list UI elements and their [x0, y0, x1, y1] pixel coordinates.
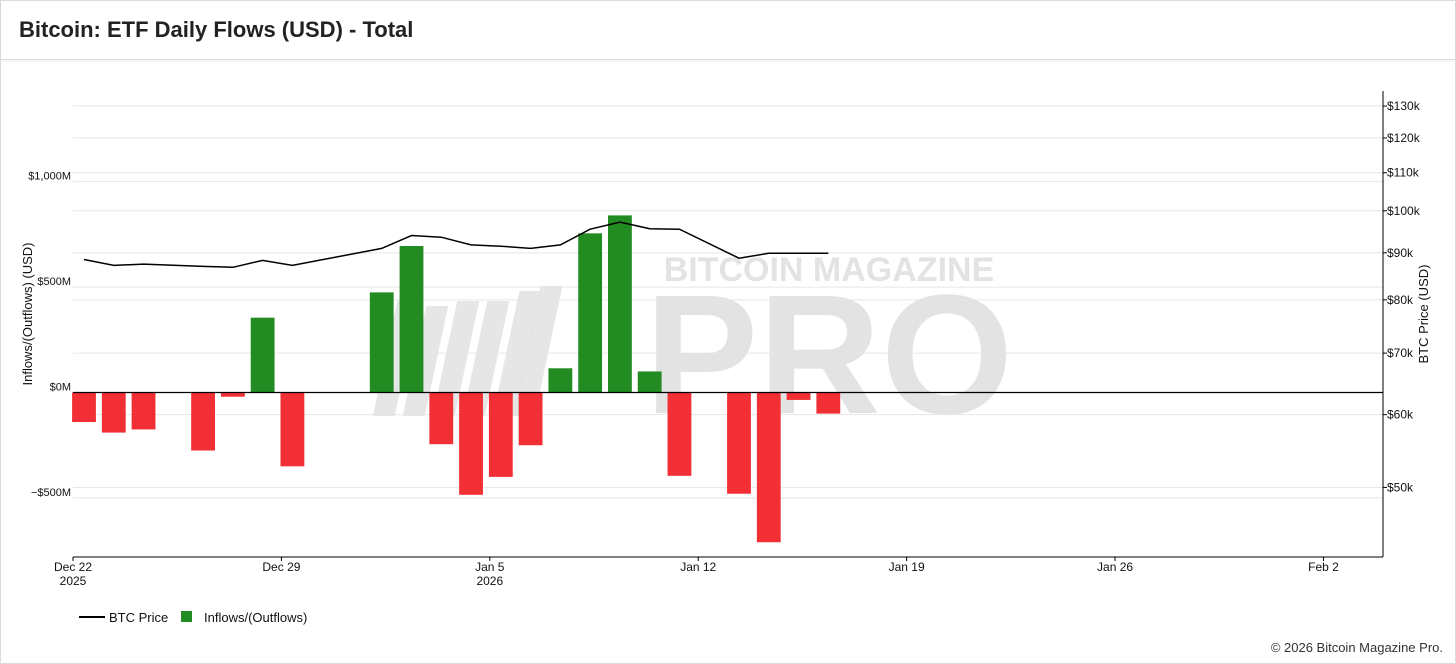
y-tick-label: $0M — [50, 382, 71, 394]
btc-price-series[interactable] — [83, 221, 829, 269]
x-tick-label: Dec 22 — [54, 560, 92, 574]
title-bar: Bitcoin: ETF Daily Flows (USD) - Total — [1, 1, 1455, 60]
watermark-main-text: PRO — [645, 260, 1013, 450]
flow-bar[interactable] — [72, 392, 96, 423]
x-tick-label: Feb 2 — [1308, 560, 1339, 574]
btc-price-line[interactable] — [83, 221, 829, 269]
watermark-top-text: BITCOIN MAGAZINE — [664, 251, 995, 289]
flow-bar[interactable] — [816, 392, 841, 414]
x-tick-label: Jan 19 — [889, 560, 925, 574]
flow-bar[interactable] — [548, 368, 573, 393]
legend[interactable]: BTC Price Inflows/(Outflows) — [79, 610, 307, 625]
y2-tick-label: $120k — [1387, 131, 1421, 145]
flow-bar[interactable] — [131, 392, 156, 430]
watermark-stripe — [512, 286, 563, 416]
y2-tick-label: $110k — [1387, 166, 1420, 180]
watermark-stripe — [462, 301, 510, 416]
x-tick-label: Jan 5 — [475, 560, 505, 574]
axes: $1,000M $500M $0M −$500M $130k $120k $110k $100… — [20, 91, 1431, 588]
copyright-text: © 2026 Bitcoin Magazine Pro. — [1270, 640, 1443, 655]
flow-bar[interactable] — [727, 392, 751, 494]
flow-bar[interactable] — [369, 292, 394, 393]
x-tick-sublabel: 2026 — [476, 574, 503, 588]
flow-bars[interactable] — [72, 215, 841, 543]
watermark-stripe — [432, 301, 480, 416]
flow-bar[interactable] — [667, 392, 692, 476]
legend-swatch-flows[interactable] — [181, 611, 192, 622]
y-axis-title: Inflows/(Outflows) (USD) — [20, 242, 35, 385]
flow-bar[interactable] — [756, 392, 781, 543]
y2-tick-label: $60k — [1387, 408, 1414, 422]
y2-tick-label: $70k — [1387, 346, 1414, 360]
flow-bar[interactable] — [399, 245, 424, 393]
flow-bar[interactable] — [191, 392, 215, 451]
y2-tick-label: $100k — [1387, 204, 1421, 218]
legend-label-flows[interactable]: Inflows/(Outflows) — [204, 610, 307, 625]
y2-tick-label: $80k — [1387, 293, 1414, 307]
flow-bar[interactable] — [578, 233, 603, 393]
x-tick-label: Jan 12 — [680, 560, 716, 574]
y2-axis-title: BTC Price (USD) — [1416, 265, 1431, 364]
flow-bar[interactable] — [488, 392, 513, 477]
y2-tick-label: $90k — [1387, 246, 1414, 260]
y-tick-label: $1,000M — [28, 171, 71, 183]
legend-label-price[interactable]: BTC Price — [109, 610, 168, 625]
flow-bar[interactable] — [280, 392, 305, 467]
flow-bar[interactable] — [101, 392, 126, 433]
flow-bar[interactable] — [220, 392, 245, 397]
x-tick-label: Dec 29 — [262, 560, 300, 574]
flow-bar[interactable] — [608, 215, 632, 393]
y-tick-label: $500M — [37, 276, 71, 288]
y2-tick-label: $50k — [1387, 480, 1414, 494]
flow-bar[interactable] — [429, 392, 454, 445]
y2-tick-label: $130k — [1387, 99, 1421, 113]
flow-bar[interactable] — [459, 392, 483, 495]
flow-bar[interactable] — [250, 317, 275, 393]
y-tick-label: −$500M — [31, 487, 71, 499]
x-tick-label: Jan 26 — [1097, 560, 1133, 574]
x-tick-sublabel: 2025 — [60, 574, 87, 588]
flow-bar[interactable] — [637, 371, 662, 393]
flow-bar[interactable] — [518, 392, 543, 446]
flow-bar[interactable] — [786, 392, 811, 400]
page-title: Bitcoin: ETF Daily Flows (USD) - Total — [19, 17, 414, 42]
